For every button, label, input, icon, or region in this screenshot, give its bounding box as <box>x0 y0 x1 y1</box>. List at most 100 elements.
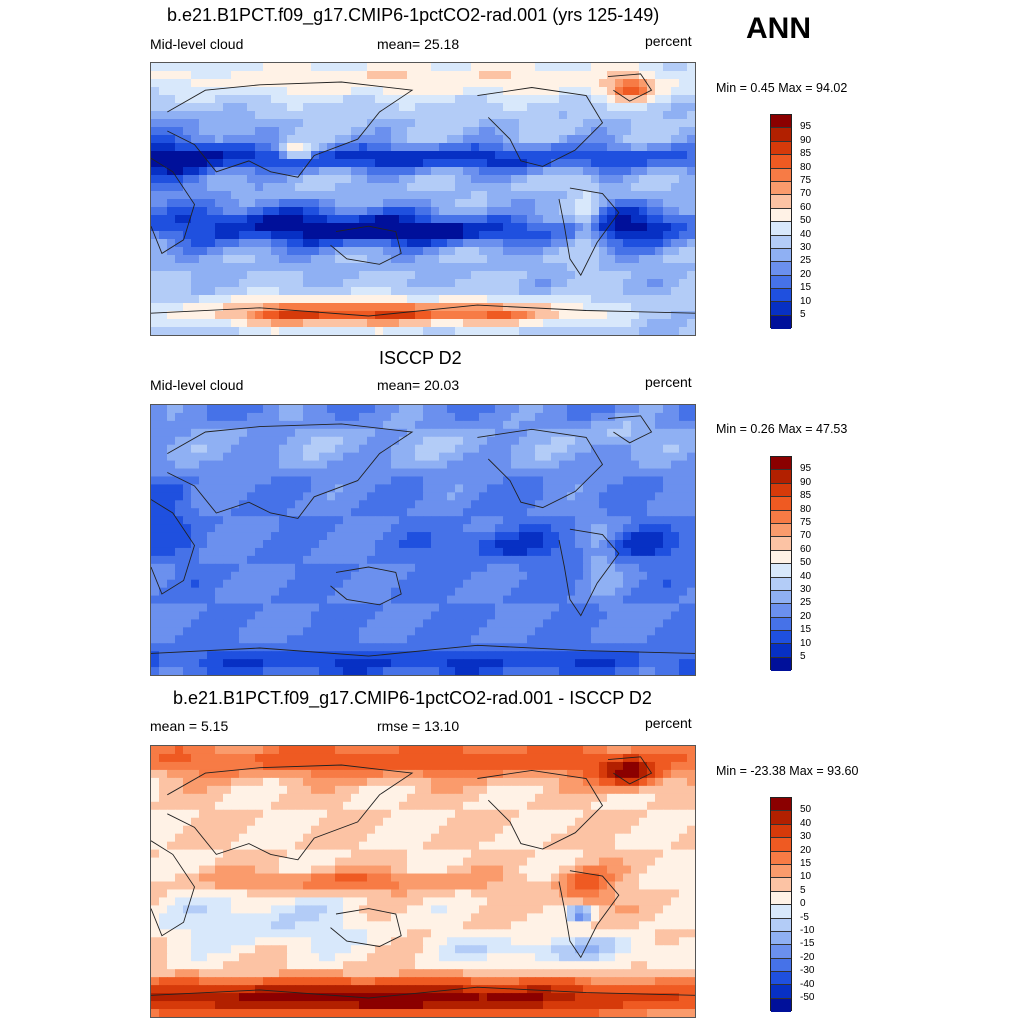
map-cell <box>511 579 520 589</box>
map-cell <box>583 436 592 446</box>
map-cell <box>631 119 640 128</box>
map-cell <box>327 468 336 478</box>
map-cell <box>615 95 624 104</box>
map-cell <box>247 611 256 621</box>
map-cell <box>591 127 600 136</box>
map-cell <box>519 119 528 128</box>
map-cell <box>671 151 680 160</box>
map-cell <box>215 103 224 112</box>
map-cell <box>415 287 424 296</box>
map-cell <box>591 279 600 288</box>
map-cell <box>631 571 640 581</box>
map-cell <box>423 635 432 644</box>
map-cell <box>295 547 304 557</box>
map-cell <box>687 71 695 80</box>
map-cell <box>495 476 504 486</box>
map-cell <box>351 111 360 120</box>
map-cell <box>319 159 328 168</box>
map-cell <box>599 327 608 335</box>
map-cell <box>519 436 528 446</box>
map-cell <box>183 508 192 517</box>
map-cell <box>663 484 672 493</box>
map-cell <box>495 468 504 478</box>
map-cell <box>359 436 368 446</box>
map-cell <box>335 63 344 72</box>
map-cell <box>175 159 184 168</box>
map-cell <box>439 508 448 517</box>
map-cell <box>495 319 504 328</box>
map-cell <box>455 135 464 144</box>
map-cell <box>599 420 608 430</box>
map-cell <box>455 603 464 613</box>
map-cell <box>431 532 440 541</box>
map-cell <box>415 500 424 509</box>
map-cell <box>199 79 208 88</box>
map-cell <box>655 151 664 160</box>
map-cell <box>375 436 384 446</box>
map-cell <box>599 635 608 644</box>
map-cell <box>551 532 560 541</box>
map-cell <box>183 405 192 414</box>
map-cell <box>647 311 656 320</box>
map-cell <box>631 405 640 414</box>
map-cell <box>583 532 592 541</box>
map-cell <box>535 508 544 517</box>
map-cell <box>287 611 296 621</box>
map-cell <box>607 191 616 200</box>
map-cell <box>567 207 576 216</box>
map-cell <box>383 303 392 312</box>
map-cell <box>399 159 408 168</box>
map-cell <box>351 167 360 176</box>
map-cell <box>239 436 248 446</box>
map-cell <box>327 167 336 176</box>
map-cell <box>583 95 592 104</box>
map-cell <box>543 279 552 288</box>
map-cell <box>367 191 376 200</box>
map-cell <box>367 587 376 597</box>
map-cell <box>383 167 392 176</box>
map-cell <box>439 460 448 470</box>
map-cell <box>623 659 632 668</box>
map-cell <box>527 555 536 565</box>
map-cell <box>575 279 584 288</box>
map-cell <box>415 627 424 636</box>
map-cell <box>239 761 248 771</box>
map-cell <box>199 207 208 216</box>
map-cell <box>423 595 432 605</box>
map-cell <box>223 428 232 438</box>
map-cell <box>687 753 695 763</box>
map-cell <box>559 579 568 589</box>
map-cell <box>247 95 256 104</box>
map-cell <box>471 167 480 176</box>
map-cell <box>535 428 544 438</box>
map-cell <box>455 547 464 557</box>
map-cell <box>567 327 576 335</box>
map-cell <box>191 143 200 152</box>
map-cell <box>543 579 552 589</box>
map-cell <box>303 627 312 636</box>
map-cell <box>231 761 240 771</box>
map-cell <box>271 255 280 264</box>
map-cell <box>351 231 360 240</box>
map-cell <box>647 167 656 176</box>
colorbar-tick-label: 90 <box>800 134 812 146</box>
map-cell <box>511 667 520 675</box>
map-cell <box>383 484 392 493</box>
map-cell <box>687 595 695 605</box>
map-cell <box>399 484 408 493</box>
map-cell <box>647 500 656 509</box>
map-cell <box>519 484 528 493</box>
map-cell <box>527 420 536 430</box>
map-cell <box>559 103 568 112</box>
map-cell <box>207 287 216 296</box>
map-cell <box>591 603 600 613</box>
map-cell <box>399 87 408 96</box>
map-cell <box>359 167 368 176</box>
map-cell <box>391 651 400 660</box>
map-cell <box>439 111 448 120</box>
map-cell <box>255 619 264 628</box>
map-cell <box>503 500 512 509</box>
map-cell <box>567 484 576 493</box>
map-cell <box>359 239 368 248</box>
map-cell <box>151 524 160 533</box>
